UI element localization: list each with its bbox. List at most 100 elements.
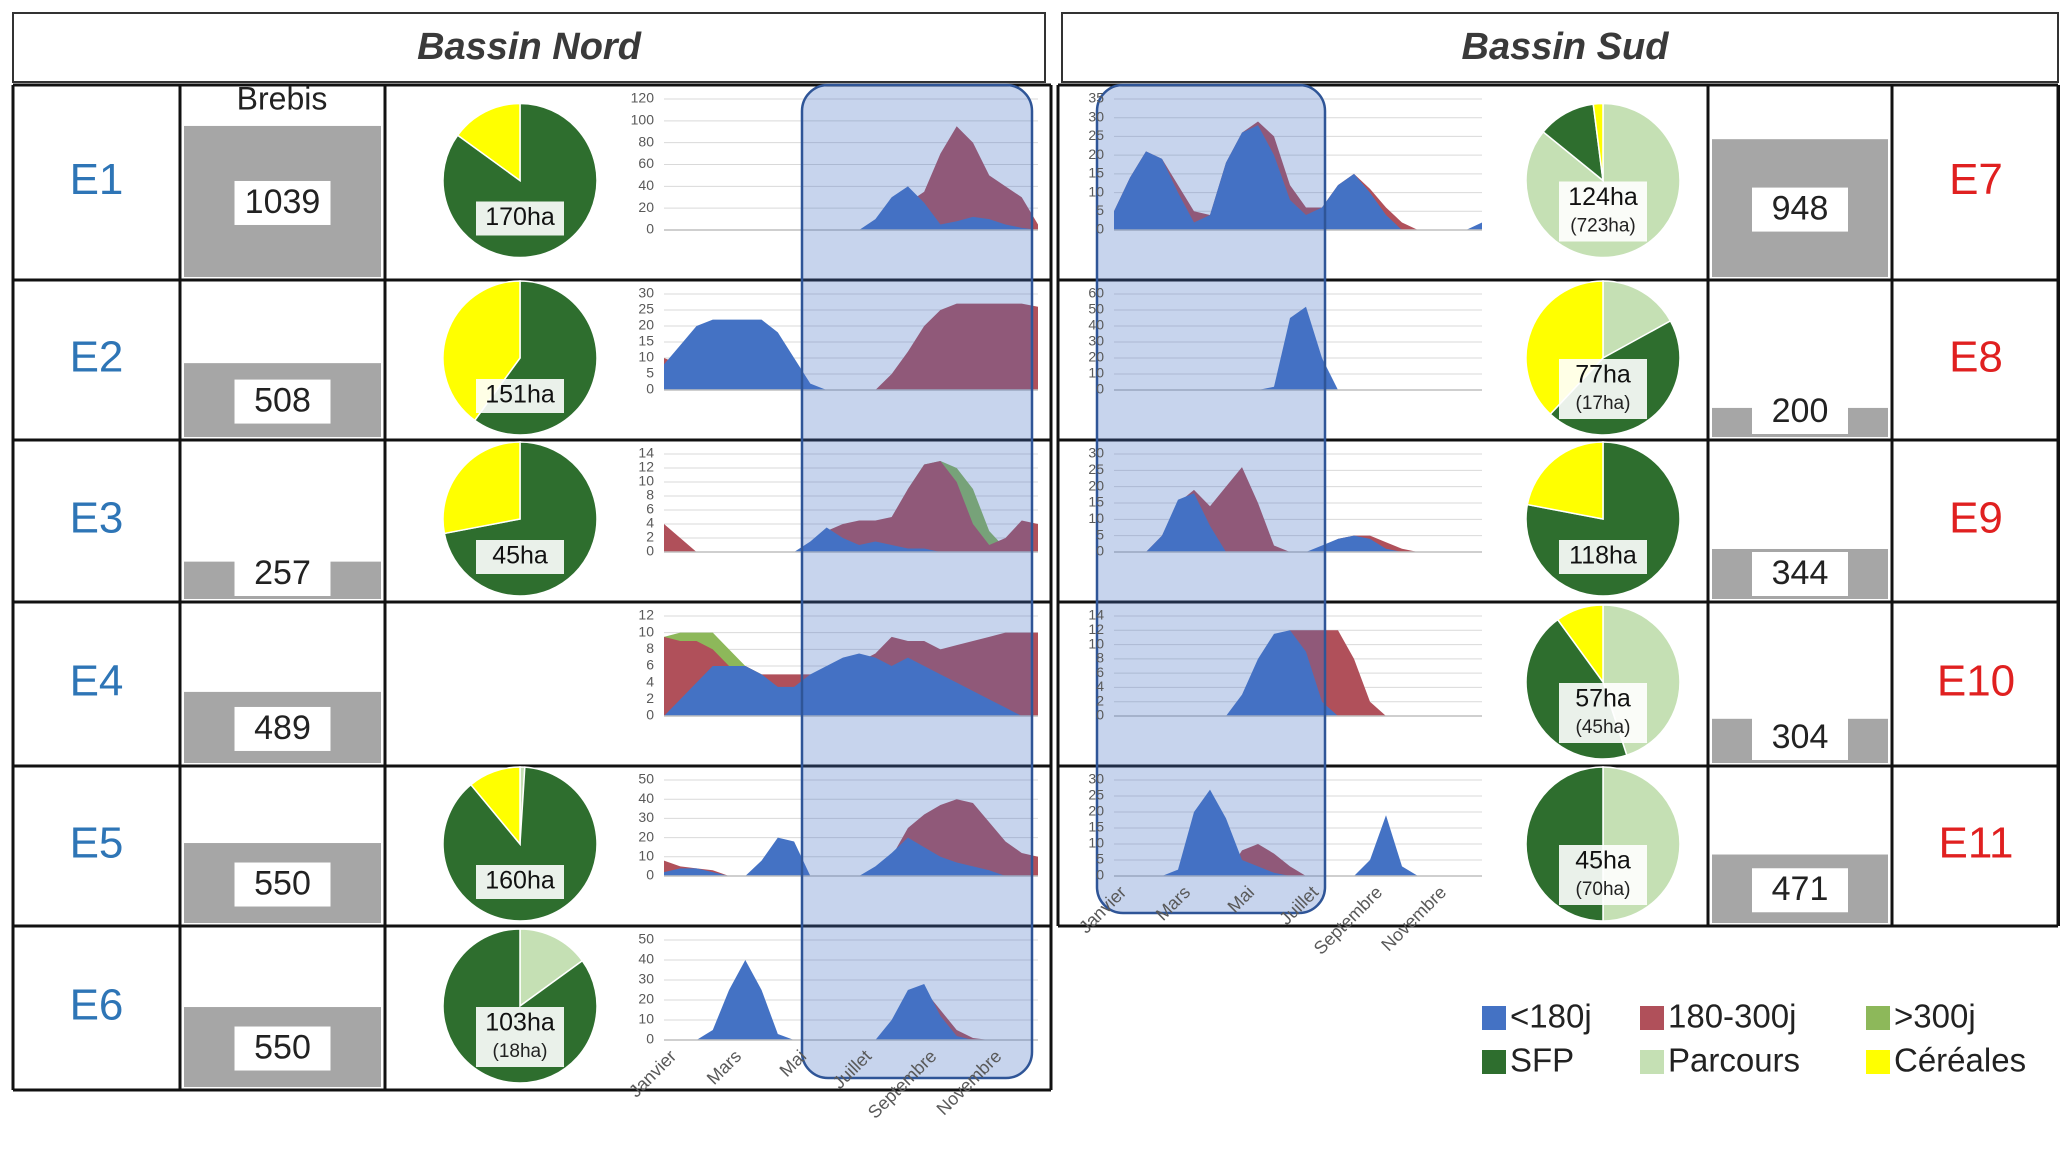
y-tick-label: 40 bbox=[1088, 317, 1104, 333]
farm-id: E5 bbox=[70, 819, 124, 868]
pie-label-box bbox=[1559, 683, 1647, 743]
y-tick-label: 6 bbox=[646, 501, 654, 517]
pie-label-box bbox=[1559, 181, 1647, 242]
y-tick-label: 50 bbox=[1088, 301, 1104, 317]
y-tick-label: 10 bbox=[1088, 183, 1104, 199]
legend-swatch bbox=[1482, 1006, 1506, 1030]
area-series bbox=[664, 126, 1038, 230]
brebis-label: Brebis bbox=[237, 80, 328, 116]
y-tick-label: 20 bbox=[638, 991, 654, 1007]
y-tick-label: 8 bbox=[1096, 650, 1104, 666]
y-tick-label: 8 bbox=[646, 487, 654, 503]
y-tick-label: 6 bbox=[1096, 664, 1104, 680]
y-tick-label: 10 bbox=[1088, 510, 1104, 526]
y-tick-label: 4 bbox=[1096, 678, 1104, 694]
pie-label-box bbox=[1559, 359, 1647, 419]
y-tick-label: 15 bbox=[638, 333, 654, 349]
area-series bbox=[664, 461, 1038, 552]
brebis-value: 1039 bbox=[245, 183, 321, 221]
area-series bbox=[1114, 789, 1482, 876]
y-tick-label: 5 bbox=[1096, 526, 1104, 542]
y-tick-label: 120 bbox=[631, 90, 655, 106]
y-tick-label: 20 bbox=[1088, 349, 1104, 365]
area-series bbox=[664, 319, 1038, 390]
y-tick-label: 30 bbox=[638, 285, 654, 301]
area-series bbox=[664, 960, 1038, 1040]
y-tick-label: 20 bbox=[1088, 146, 1104, 162]
brebis-value: 948 bbox=[1772, 190, 1829, 228]
y-tick-label: 30 bbox=[638, 971, 654, 987]
y-tick-label: 10 bbox=[1088, 635, 1104, 651]
content bbox=[184, 98, 1888, 1087]
pie-sublabel: (18ha) bbox=[493, 1041, 548, 1062]
area-series bbox=[1114, 125, 1482, 230]
legend-label: Parcours bbox=[1668, 1042, 1800, 1079]
pie-label: 118ha bbox=[1569, 542, 1637, 570]
y-tick-label: 50 bbox=[638, 771, 654, 787]
y-tick-label: 30 bbox=[1088, 333, 1104, 349]
pie-slice bbox=[1602, 280, 1672, 360]
y-tick-label: 12 bbox=[638, 459, 654, 475]
legend-swatch bbox=[1866, 1006, 1890, 1030]
pie-label: 170ha bbox=[485, 203, 555, 231]
y-tick-label: 12 bbox=[1088, 621, 1104, 637]
y-tick-label: 30 bbox=[1088, 445, 1104, 461]
y-tick-label: 10 bbox=[638, 473, 654, 489]
y-tick-label: 100 bbox=[631, 112, 655, 128]
brebis-label-box bbox=[234, 862, 331, 907]
y-tick-label: 2 bbox=[1096, 692, 1104, 708]
pie-label: 124ha bbox=[1568, 183, 1638, 211]
y-tick-label: 10 bbox=[1088, 365, 1104, 381]
legend-swatch bbox=[1482, 1050, 1506, 1074]
y-tick-label: 15 bbox=[1088, 819, 1104, 835]
pie-sublabel: (70ha) bbox=[1576, 879, 1631, 900]
y-tick-label: 35 bbox=[1088, 90, 1104, 106]
area-series bbox=[1114, 493, 1482, 552]
area-series bbox=[664, 303, 1038, 390]
y-tick-label: 25 bbox=[1088, 127, 1104, 143]
y-tick-label: 60 bbox=[638, 155, 654, 171]
farm-id: E4 bbox=[70, 657, 124, 706]
pie-slice bbox=[1592, 102, 1604, 181]
x-tick-label: Mars bbox=[703, 1046, 745, 1088]
legend-swatch bbox=[1866, 1050, 1890, 1074]
y-tick-label: 30 bbox=[1088, 108, 1104, 124]
pie-label: 151ha bbox=[485, 381, 555, 409]
header-sud: Bassin Sud bbox=[1462, 26, 1670, 68]
pie-slice bbox=[442, 441, 521, 535]
y-tick-label: 5 bbox=[1096, 202, 1104, 218]
legend-label: 180-300j bbox=[1668, 998, 1796, 1035]
y-tick-label: 14 bbox=[638, 445, 654, 461]
pie-label-box bbox=[476, 201, 564, 236]
legend-swatch bbox=[1640, 1050, 1664, 1074]
y-tick-label: 25 bbox=[1088, 461, 1104, 477]
y-tick-label: 40 bbox=[638, 951, 654, 967]
y-tick-label: 30 bbox=[638, 809, 654, 825]
y-tick-label: 0 bbox=[646, 707, 654, 723]
y-tick-label: 0 bbox=[646, 867, 654, 883]
pie-slice bbox=[1556, 604, 1604, 685]
brebis-label-box bbox=[1752, 187, 1848, 232]
y-tick-label: 0 bbox=[1096, 221, 1104, 237]
y-tick-label: 5 bbox=[646, 365, 654, 381]
pie-sublabel: (723ha) bbox=[1570, 216, 1636, 237]
legend-label: Céréales bbox=[1894, 1042, 2026, 1079]
brebis-value: 489 bbox=[254, 709, 311, 747]
y-tick-label: 0 bbox=[646, 1031, 654, 1047]
y-tick-label: 20 bbox=[638, 828, 654, 844]
header-box bbox=[1061, 12, 2059, 83]
area-series bbox=[1114, 306, 1482, 390]
x-tick-label: Novembre bbox=[1377, 882, 1450, 955]
y-tick-label: 40 bbox=[638, 177, 654, 193]
area-series bbox=[664, 799, 1038, 876]
pie-label-box bbox=[476, 379, 564, 413]
brebis-value: 200 bbox=[1772, 392, 1829, 430]
highlight-period bbox=[1095, 83, 1327, 915]
y-tick-label: 5 bbox=[1096, 851, 1104, 867]
farm-id: E2 bbox=[70, 333, 124, 382]
highlight-period bbox=[800, 83, 1034, 1080]
y-tick-label: 60 bbox=[1088, 285, 1104, 301]
y-tick-label: 25 bbox=[1088, 787, 1104, 803]
y-tick-label: 4 bbox=[646, 515, 654, 531]
